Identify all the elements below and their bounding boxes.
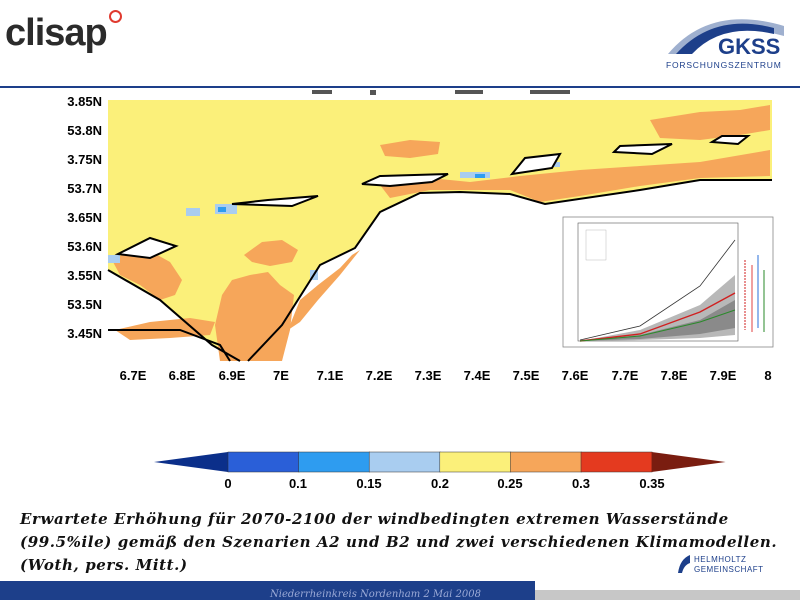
colorbar-cell [439,451,512,473]
footer-bar-grey [535,590,800,600]
clisap-logo: clisap [5,10,122,55]
island-outlines [114,135,751,260]
colorbar-tick-label: 0 [224,476,231,491]
sea-level-map: 3.85N 53.8N 3.75N 53.7N 3.65N 53.6N 3.55… [67,90,774,383]
y-tick-label: 53.5N [67,297,102,312]
header-rule [0,86,800,88]
clisap-logo-text: clisap [5,12,108,54]
x-tick-label: 6.9E [219,368,246,383]
clipped-title-remnants [312,90,570,95]
gkss-logo-arc-inner-icon [676,23,774,54]
x-tick-label: 7.5E [513,368,540,383]
figure-caption: Erwartete Erhöhung für 2070-2100 der win… [20,508,780,577]
helmholtz-mark-icon [678,555,690,573]
colorbar-tick-label: 0.15 [356,476,381,491]
y-tick-label: 53.8N [67,123,102,138]
colorbar: 0 0.1 0.15 0.2 0.25 0.3 0.35 [154,451,726,491]
x-tick-label: 7.1E [317,368,344,383]
x-tick-label: 7.7E [612,368,639,383]
gkss-logo-subtext: FORSCHUNGSZENTRUM [666,60,782,70]
blue-patches [218,174,485,212]
x-tick-label: 7.4E [464,368,491,383]
helmholtz-line-1: HELMHOLTZ [694,555,747,564]
x-tick-label: 7E [273,368,289,383]
caption-line-1: Erwartete Erhöhung für 2070-2100 der win… [20,510,729,528]
clisap-ring-icon [108,10,122,23]
colorbar-cell [510,451,582,473]
footer-text: Niederrheinkreis Nordenham 2 Mai 2008 [270,589,481,600]
colorbar-tick-label: 0.3 [572,476,590,491]
caption-line-3: (Woth, pers. Mitt.) [20,556,188,574]
x-tick-label: 7.6E [562,368,589,383]
colorbar-cells [154,451,726,473]
y-tick-label: 3.45N [67,326,102,341]
x-tick-label: 7.9E [710,368,737,383]
x-tick-label: 6.8E [169,368,196,383]
footer-bar [0,581,535,600]
colorbar-tick-label: 0.25 [497,476,522,491]
inset-scenario-chart [562,216,774,348]
coastlines [107,179,772,362]
y-tick-label: 3.65N [67,210,102,225]
colorbar-tick-label: 0.1 [289,476,307,491]
x-axis-labels: 6.7E 6.8E 6.9E 7E 7.1E 7.2E 7.3E 7.4E 7.… [120,368,772,383]
y-tick-label: 53.7N [67,181,102,196]
colorbar-cell [580,451,653,473]
caption-line-2: (99.5%ile) gemäß den Szenarien A2 und B2… [20,533,778,551]
colorbar-cell [298,451,370,473]
x-tick-label: 6.7E [120,368,147,383]
colorbar-tick-label: 0.2 [431,476,449,491]
colorbar-tick-label: 0.35 [639,476,664,491]
helmholtz-line-2: GEMEINSCHAFT [694,565,764,574]
y-tick-label: 53.6N [67,239,102,254]
helmholtz-logo: HELMHOLTZ GEMEINSCHAFT [676,553,786,577]
colorbar-cell [368,451,441,473]
colorbar-arrow-left [154,452,228,472]
y-axis-labels: 3.85N 53.8N 3.75N 53.7N 3.65N 53.6N 3.55… [67,94,102,341]
x-tick-label: 8 [764,368,771,383]
y-tick-label: 3.85N [67,94,102,109]
x-tick-label: 7.8E [661,368,688,383]
colorbar-arrow-right [651,452,726,472]
x-tick-label: 7.3E [415,368,442,383]
gkss-logo-text: GKSS [718,34,780,59]
y-tick-label: 3.75N [67,152,102,167]
colorbar-ticks: 0 0.1 0.15 0.2 0.25 0.3 0.35 [224,476,664,491]
x-tick-label: 7.2E [366,368,393,383]
orange-regions [112,105,770,361]
y-tick-label: 3.55N [67,268,102,283]
colorbar-cell [227,451,300,473]
gkss-logo: GKSS FORSCHUNGSZENTRUM [666,19,784,70]
